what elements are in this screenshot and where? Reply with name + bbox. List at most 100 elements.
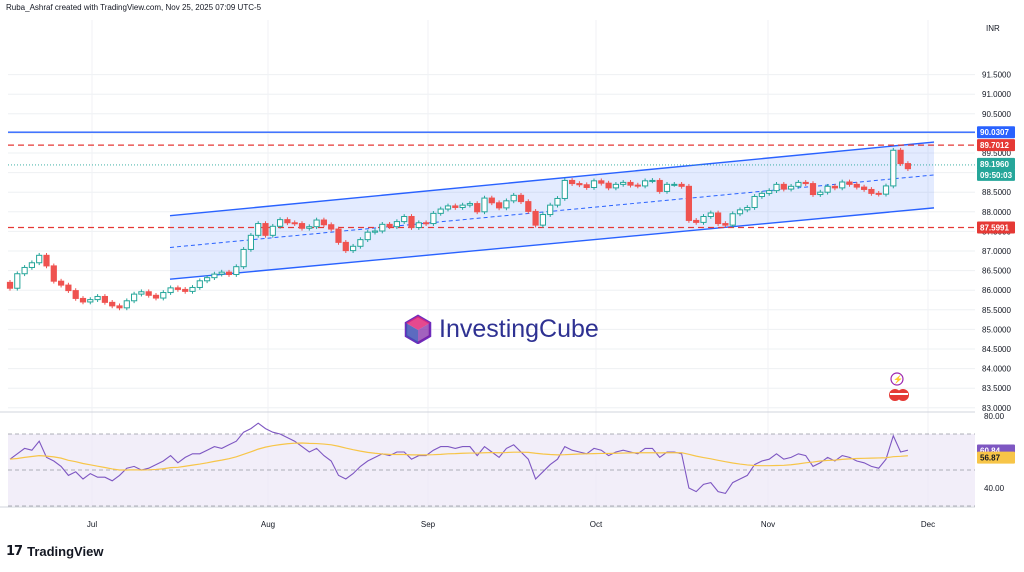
candle — [262, 221, 269, 238]
candle — [269, 223, 276, 238]
candle — [517, 192, 525, 204]
candle-body — [306, 226, 313, 229]
candle — [839, 179, 846, 191]
candle — [174, 285, 182, 292]
candle-body — [773, 183, 780, 192]
candle-body — [715, 212, 722, 225]
candle — [21, 265, 28, 277]
candle — [693, 218, 700, 225]
candle-body — [744, 206, 751, 211]
candle-body — [204, 277, 211, 282]
candle — [14, 271, 21, 291]
candle — [28, 260, 35, 270]
upper-level-tag-text: 90.0307 — [980, 128, 1009, 137]
candle-body — [707, 212, 714, 218]
candle — [284, 217, 291, 226]
candle — [736, 207, 744, 217]
candle — [116, 303, 123, 311]
candle — [386, 221, 393, 230]
candle-body — [262, 223, 269, 236]
candle-body — [554, 197, 561, 206]
last-price-tag-text: 89.1960 — [980, 160, 1009, 169]
candle-body — [882, 185, 890, 195]
candle — [678, 182, 685, 189]
candle-body — [269, 225, 276, 236]
candle — [182, 287, 189, 294]
upper-level-tag: 90.0307 — [977, 126, 1015, 139]
candle — [364, 229, 371, 242]
candle — [240, 247, 247, 270]
candle-body — [634, 184, 641, 187]
candle-body — [6, 281, 14, 289]
candle-body — [131, 293, 138, 302]
price-tick-label: 91.5000 — [982, 71, 1011, 80]
candle-body — [87, 299, 94, 303]
candle-body — [182, 288, 189, 292]
candle-body — [364, 231, 371, 241]
candle — [627, 180, 634, 188]
candle — [444, 203, 452, 212]
candle — [298, 221, 306, 231]
candle — [430, 211, 437, 226]
candle — [729, 211, 736, 228]
grid — [8, 20, 975, 507]
event-icons: ⚡ — [889, 372, 909, 401]
candle-body — [357, 239, 364, 247]
candle — [503, 198, 510, 211]
candle-body — [72, 290, 79, 299]
tradingview-logo[interactable]: 17 TradingView — [6, 544, 103, 559]
candle — [547, 202, 554, 217]
candle-body — [904, 163, 911, 170]
last-price-tag-bg — [977, 157, 1015, 170]
candle-body — [459, 204, 466, 208]
candle-body — [350, 245, 357, 252]
candle-body — [839, 181, 846, 189]
candle — [247, 232, 255, 252]
candle-body — [539, 214, 546, 226]
candle — [715, 210, 722, 226]
candle — [649, 178, 656, 184]
currency-label[interactable]: INR — [986, 24, 1000, 33]
candle-body — [218, 271, 225, 275]
candle-body — [21, 266, 28, 275]
candle-body — [576, 183, 583, 186]
candle-body — [729, 213, 736, 226]
candle — [211, 271, 218, 281]
candle-body — [802, 181, 809, 185]
candle — [204, 275, 211, 284]
price-tags: 90.0307 89.7012 89.1960 09:50:03 87.5991 60.8… — [977, 126, 1015, 464]
candle-body — [561, 179, 568, 199]
candle-body — [313, 219, 320, 228]
candle — [663, 182, 671, 194]
candle — [824, 183, 831, 195]
candle — [65, 282, 72, 293]
candle-body — [466, 203, 473, 206]
candle — [6, 280, 14, 291]
price-tick-label: 89.5000 — [982, 149, 1011, 158]
chart-credit: Ruba_Ashraf created with TradingView.com… — [6, 3, 262, 12]
candle-body — [444, 205, 452, 210]
candle-body — [225, 271, 233, 276]
candle — [233, 264, 240, 277]
candle-body — [678, 183, 685, 187]
candlesticks — [6, 147, 911, 311]
candle — [751, 194, 758, 210]
candle-body — [233, 266, 240, 276]
candle-body — [875, 192, 882, 195]
candle — [50, 263, 57, 284]
candle — [320, 217, 327, 228]
candle-body — [846, 181, 853, 185]
candle-body — [824, 185, 831, 193]
candle-body — [598, 180, 605, 184]
candle-body — [685, 185, 692, 221]
candle-body — [488, 197, 495, 204]
candle — [590, 178, 598, 190]
candle-body — [123, 300, 130, 309]
candle — [525, 199, 532, 214]
tradingview-logo-text: TradingView — [27, 544, 104, 559]
candle-body — [423, 222, 430, 225]
candle — [101, 294, 109, 305]
candle — [831, 183, 838, 191]
